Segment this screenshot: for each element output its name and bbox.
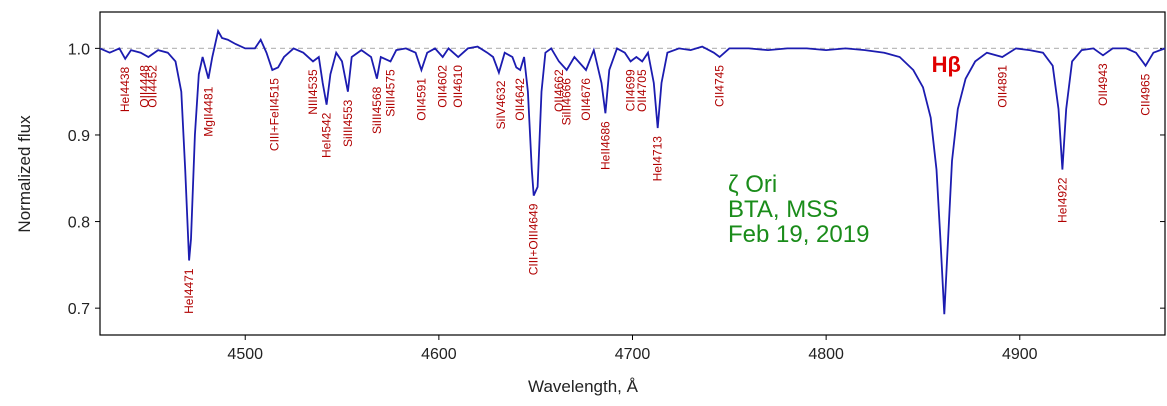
line-label: HeI4438 [118, 66, 132, 112]
line-label: OII4591 [414, 78, 428, 121]
line-label: SiIV4632 [494, 80, 508, 129]
line-label: NIII4535 [306, 69, 320, 115]
line-label: MgII4481 [201, 86, 215, 136]
annotation: BTA, MSS [728, 196, 838, 223]
line-label: HeI4922 [1055, 177, 1069, 223]
y-tick-label: 1.0 [68, 41, 90, 58]
line-label: SiIII4575 [383, 69, 397, 117]
annotation: ζ Ori [728, 171, 777, 198]
line-label: HeI4542 [320, 112, 334, 158]
line-label: OII4602 [436, 65, 450, 108]
spectrum-line [99, 28, 1166, 315]
line-label: OII4943 [1096, 63, 1110, 106]
line-label: OII4642 [513, 78, 527, 121]
line-label: SiIII4553 [341, 99, 355, 147]
line-label: CIII+FeII4515 [267, 78, 281, 151]
line-label: HeI4471 [182, 268, 196, 314]
y-tick-label: 0.8 [68, 215, 90, 232]
line-label: CII4745 [713, 65, 727, 107]
y-tick-label: 0.9 [68, 128, 90, 145]
line-label: OII4448 [138, 65, 152, 108]
line-label: HeII4686 [598, 121, 612, 170]
y-tick-label: 0.7 [68, 301, 90, 318]
line-label: HeI4713 [651, 136, 665, 182]
line-label: OII4452 [145, 65, 159, 108]
line-label: CIII+OIII4649 [527, 203, 541, 275]
x-axis-label: Wavelength, Å [528, 377, 639, 396]
line-label: OII4610 [451, 65, 465, 108]
line-label: CII4699 [624, 69, 638, 111]
annotation: Feb 19, 2019 [728, 221, 869, 248]
line-label: CII4965 [1139, 73, 1153, 115]
x-tick-label: 4600 [421, 346, 457, 363]
line-label: SiIII4666 [560, 78, 574, 126]
line-label: OII4662 [552, 69, 566, 112]
line-label: SiIII4568 [370, 86, 384, 134]
line-label: OII4891 [995, 65, 1009, 108]
line-label: OII4705 [635, 69, 649, 112]
x-tick-label: 4900 [1002, 346, 1038, 363]
hbeta-label: Hβ [932, 52, 961, 77]
x-tick-label: 4500 [227, 346, 263, 363]
y-axis-label: Normalized flux [15, 115, 34, 233]
x-tick-label: 4800 [808, 346, 844, 363]
line-label: OII4676 [579, 78, 593, 121]
x-tick-label: 4700 [615, 346, 651, 363]
